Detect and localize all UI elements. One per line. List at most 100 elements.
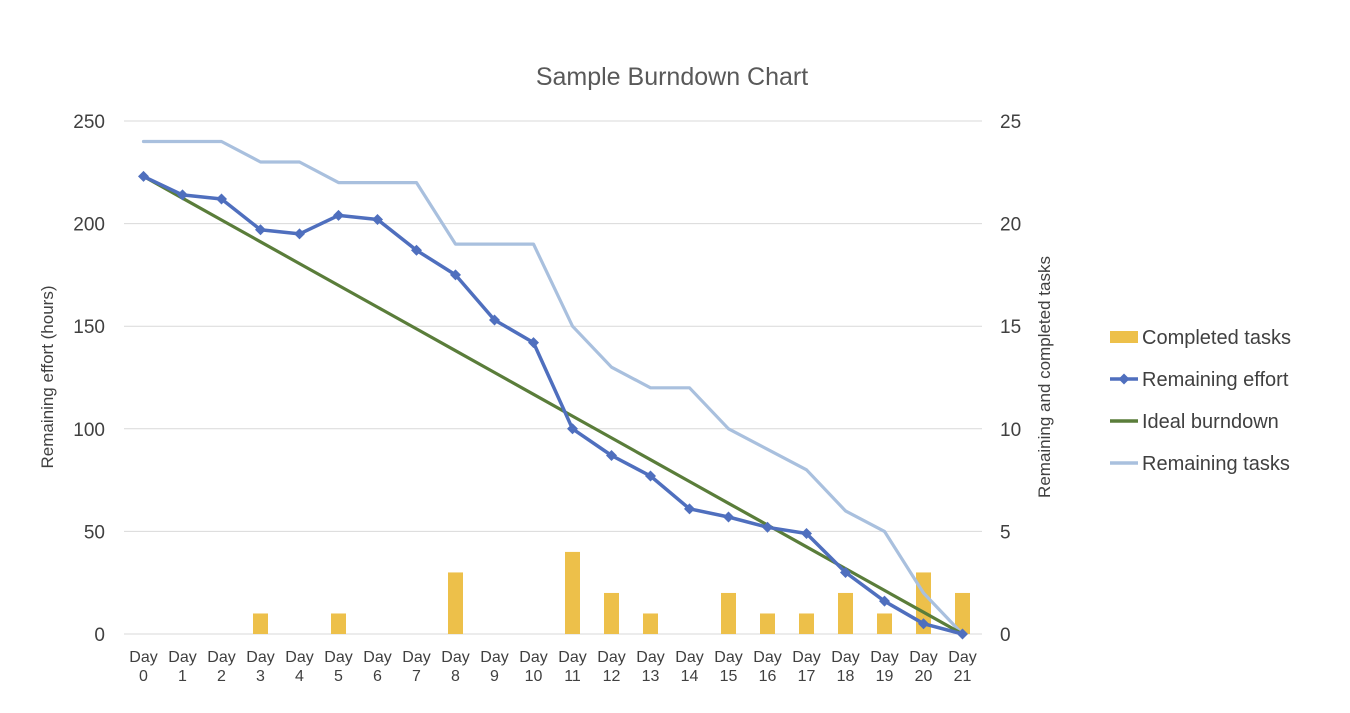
chart-title: Sample Burndown Chart [536,63,808,91]
marker-remaining-effort-day-18 [840,566,851,578]
x-tick-bottom-17: 17 [798,668,816,685]
x-tick-bottom-4: 4 [295,668,304,685]
x-tick-bottom-7: 7 [412,668,421,685]
marker-remaining-effort-day-21 [957,628,968,640]
x-tick-top-7: Day [402,649,430,666]
legend-label-remaining-effort: Remaining effort [1142,369,1289,391]
marker-remaining-effort-day-8 [450,269,461,281]
x-tick-bottom-12: 12 [603,668,621,685]
x-tick-top-3: Day [246,649,274,666]
x-tick-bottom-9: 9 [490,668,499,685]
x-tick-bottom-1: 1 [178,668,187,685]
legend-label-ideal-burndown: Ideal burndown [1142,411,1279,433]
line-remaining-tasks [141,139,965,636]
legend-label-completed-tasks: Completed tasks [1142,327,1291,349]
x-tick-top-9: Day [480,649,508,666]
bar-completed-tasks-day-5 [331,613,346,634]
legend-marker-remaining-effort [1118,373,1130,385]
bar-completed-tasks-day-12 [604,592,619,634]
marker-remaining-effort-day-9 [489,314,500,326]
x-tick-top-20: Day [909,649,937,666]
x-tick-top-10: Day [519,649,547,666]
x-tick-bottom-18: 18 [837,668,855,685]
y-left-tick-50: 50 [84,522,105,543]
bar-completed-tasks-day-16 [760,613,775,634]
x-tick-top-8: Day [441,649,469,666]
marker-remaining-effort-day-6 [372,213,383,225]
marker-remaining-effort-day-5 [333,209,344,221]
y-right-tick-5: 5 [1000,522,1011,543]
x-tick-top-6: Day [363,649,391,666]
x-tick-top-11: Day [558,649,586,666]
marker-remaining-effort-day-2 [216,193,227,205]
x-tick-bottom-13: 13 [642,668,660,685]
x-tick-bottom-3: 3 [256,668,265,685]
x-tick-top-18: Day [831,649,859,666]
x-tick-top-17: Day [792,649,820,666]
x-tick-bottom-20: 20 [915,668,933,685]
x-tick-top-21: Day [948,649,976,666]
x-tick-bottom-10: 10 [525,668,543,685]
x-tick-top-19: Day [870,649,898,666]
x-tick-bottom-14: 14 [681,668,699,685]
bar-completed-tasks-day-21 [955,592,970,634]
bar-completed-tasks-day-19 [877,613,892,634]
y-left-tick-250: 250 [73,112,105,133]
line-ideal-burndown [141,174,965,636]
gridlines [124,120,982,635]
marker-remaining-effort-day-15 [723,511,734,523]
bar-completed-tasks-day-13 [643,613,658,634]
marker-remaining-effort-day-1 [177,189,188,201]
axis-labels: 0 0 50 5 100 10 150 15 200 20 250 25 Day 0 Day 1 Day 2 Day… [73,112,1021,685]
marker-remaining-effort-day-4 [294,228,305,240]
marker-remaining-effort-day-13 [645,470,656,482]
x-tick-top-0: Day [129,649,157,666]
line-remaining-effort [141,174,965,636]
x-tick-top-13: Day [636,649,664,666]
marker-remaining-effort-day-17 [801,527,812,539]
bar-completed-tasks-day-11 [565,551,580,634]
x-tick-top-2: Day [207,649,235,666]
marker-remaining-effort-day-7 [411,244,422,256]
x-tick-top-4: Day [285,649,313,666]
legend-swatch-completed-tasks [1110,331,1138,343]
y-right-tick-20: 20 [1000,215,1021,236]
marker-remaining-effort-day-10 [528,337,539,349]
marker-remaining-effort-day-12 [606,449,617,461]
y-left-tick-0: 0 [94,625,105,646]
marker-remaining-effort-day-19 [879,595,890,607]
y-axis-left-label: Remaining effort (hours) [38,286,57,469]
x-tick-bottom-6: 6 [373,668,382,685]
y-right-tick-25: 25 [1000,112,1021,133]
x-tick-bottom-8: 8 [451,668,460,685]
completed-tasks-bars [253,551,970,634]
x-tick-bottom-2: 2 [217,668,226,685]
bar-completed-tasks-day-3 [253,613,268,634]
x-tick-top-12: Day [597,649,625,666]
marker-remaining-effort-day-11 [567,423,578,435]
x-tick-bottom-21: 21 [954,668,972,685]
y-axis-right-label: Remaining and completed tasks [1035,256,1054,498]
bar-completed-tasks-day-18 [838,592,853,634]
x-tick-bottom-0: 0 [139,668,148,685]
y-right-tick-0: 0 [1000,625,1011,646]
legend: Completed tasks Remaining effort Ideal bur… [1110,327,1291,475]
x-tick-bottom-15: 15 [720,668,738,685]
x-tick-top-1: Day [168,649,196,666]
x-tick-top-14: Day [675,649,703,666]
legend-label-remaining-tasks: Remaining tasks [1142,453,1290,475]
x-tick-bottom-11: 11 [564,668,581,685]
x-tick-top-5: Day [324,649,352,666]
y-right-tick-10: 10 [1000,420,1021,441]
marker-remaining-effort-day-20 [918,618,929,630]
marker-remaining-effort-day-3 [255,224,266,236]
x-tick-top-16: Day [753,649,781,666]
x-tick-top-15: Day [714,649,742,666]
marker-remaining-effort-day-0 [138,170,149,182]
x-tick-bottom-16: 16 [759,668,777,685]
line-series [138,139,968,640]
y-left-tick-200: 200 [73,215,105,236]
marker-remaining-effort-day-14 [684,503,695,515]
